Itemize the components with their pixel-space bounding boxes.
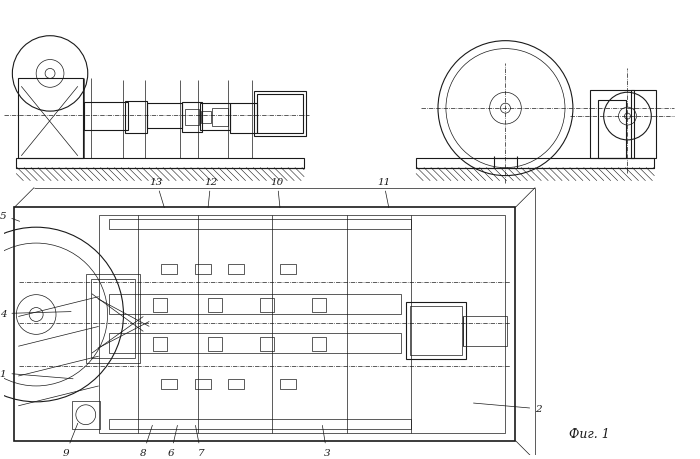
Bar <box>230 104 258 134</box>
Text: 13: 13 <box>150 177 164 208</box>
Text: Фиг. 1: Фиг. 1 <box>569 427 610 440</box>
Bar <box>410 306 462 355</box>
Bar <box>254 92 306 137</box>
Bar <box>91 279 135 358</box>
Bar <box>195 379 211 389</box>
Text: 2: 2 <box>473 403 542 414</box>
Bar <box>16 158 304 168</box>
Bar <box>463 317 508 347</box>
Bar <box>108 220 411 230</box>
Bar <box>280 379 296 389</box>
Bar <box>84 103 128 131</box>
Bar <box>312 337 326 352</box>
Bar <box>631 91 657 158</box>
Text: 1: 1 <box>0 369 73 379</box>
Bar <box>99 216 505 433</box>
Bar <box>108 334 401 353</box>
Text: 10: 10 <box>271 177 284 208</box>
Bar <box>260 337 274 352</box>
Bar <box>228 379 244 389</box>
Text: 12: 12 <box>204 177 218 208</box>
Bar <box>590 91 634 158</box>
Bar <box>86 274 140 364</box>
Text: 4: 4 <box>0 309 71 319</box>
Bar <box>406 302 466 359</box>
Bar <box>18 79 83 158</box>
Text: 9: 9 <box>62 423 78 458</box>
Text: 7: 7 <box>195 425 204 458</box>
Bar <box>153 337 167 352</box>
Bar <box>208 298 222 312</box>
Bar <box>228 264 244 274</box>
Text: 8: 8 <box>140 425 153 458</box>
Bar <box>258 95 303 134</box>
Bar <box>161 379 177 389</box>
Bar <box>108 419 411 429</box>
Bar <box>108 294 401 314</box>
Text: 5: 5 <box>0 211 20 222</box>
Bar <box>201 112 211 124</box>
Bar <box>14 208 515 441</box>
Bar <box>260 298 274 312</box>
Text: 3: 3 <box>323 425 330 458</box>
Bar <box>416 158 654 168</box>
Bar <box>212 109 228 127</box>
Bar <box>200 104 230 131</box>
Bar <box>125 102 147 134</box>
Bar <box>208 337 222 352</box>
Bar <box>598 101 626 158</box>
Text: 6: 6 <box>168 425 177 458</box>
Text: 11: 11 <box>377 177 390 208</box>
Bar <box>280 264 296 274</box>
Bar <box>195 264 211 274</box>
Bar <box>161 264 177 274</box>
Bar <box>182 103 202 133</box>
Bar <box>312 298 326 312</box>
Bar <box>153 298 167 312</box>
Bar <box>185 110 199 126</box>
Bar <box>147 104 182 129</box>
Bar <box>72 401 99 429</box>
